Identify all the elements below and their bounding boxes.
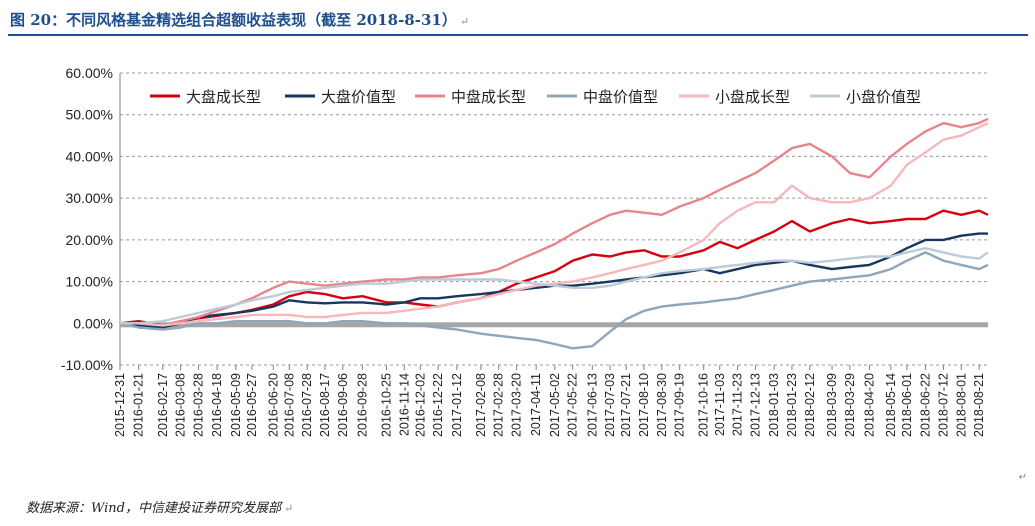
figure-title: 图 20：不同风格基金精选组合超额收益表现（截至 2018-8-31） ↵ xyxy=(10,9,469,30)
x-tick-label: 2016-05-09 xyxy=(229,373,243,437)
x-tick-label: 2017-07-21 xyxy=(619,373,633,437)
x-tick-label: 2017-02-28 xyxy=(492,373,506,437)
source-note: 数据来源：Wind，中信建投证券研究发展部 ↵ xyxy=(26,497,293,516)
x-tick-label: 2016-07-08 xyxy=(282,373,296,437)
x-tick-label: 2018-08-01 xyxy=(954,373,968,437)
x-tick-label: 2016-09-06 xyxy=(336,373,350,437)
x-tick-label: 2018-01-03 xyxy=(767,373,781,437)
legend-label: 大盘成长型 xyxy=(186,88,261,106)
y-tick-label: 30.00% xyxy=(66,190,113,206)
series-lines xyxy=(119,117,989,350)
y-tick-label: 0.00% xyxy=(73,315,113,331)
x-tick-label: 2017-11-03 xyxy=(713,373,727,436)
legend: 大盘成长型 大盘价值型 中盘成长型 中盘价值型 小盘成长型 小盘价值型 xyxy=(150,88,921,106)
x-tick-label: 2017-05-22 xyxy=(566,373,580,437)
x-tick-label: 2017-06-13 xyxy=(585,373,599,437)
x-tick-label: 2016-10-25 xyxy=(379,373,393,437)
x-tick-label: 2016-02-17 xyxy=(156,373,170,437)
x-tick-label: 2017-03-20 xyxy=(510,373,524,437)
x-tick-label: 2018-06-22 xyxy=(919,373,933,437)
x-tick-label: 2016-01-21 xyxy=(132,373,146,437)
x-tick-label: 2016-08-17 xyxy=(318,373,332,437)
x-tick-label: 2017-08-10 xyxy=(637,373,651,437)
x-tick-label: 2018-08-21 xyxy=(972,373,986,437)
source-paragraph-mark: ↵ xyxy=(284,502,294,515)
legend-label: 大盘价值型 xyxy=(321,88,396,106)
title-bar: 图 20：不同风格基金精选组合超额收益表现（截至 2018-8-31） ↵ xyxy=(8,4,1028,36)
x-tick-labels: 2015-12-31 2016-01-21 2016-02-17 2016-03-08… xyxy=(113,373,986,437)
x-tick-label: 2016-03-08 xyxy=(174,373,188,437)
x-tick-label: 2015-12-31 xyxy=(113,373,127,437)
series-line xyxy=(119,209,989,327)
x-tick-label: 2017-12-13 xyxy=(748,373,762,437)
figure-title-text: 图 20：不同风格基金精选组合超额收益表现（截至 2018-8-31） xyxy=(10,11,457,29)
y-tick-label: 10.00% xyxy=(66,274,113,290)
title-paragraph-mark: ↵ xyxy=(459,15,470,28)
y-tick-label: -10.00% xyxy=(61,357,113,373)
x-tick-label: 2017-08-30 xyxy=(655,373,669,437)
legend-label: 中盘成长型 xyxy=(451,88,526,106)
x-tick-label: 2017-02-08 xyxy=(474,373,488,437)
zero-axis-band xyxy=(120,322,988,328)
x-tick-label: 2017-10-16 xyxy=(697,373,711,437)
y-tick-label: 50.00% xyxy=(66,107,113,123)
x-tick-label: 2018-06-01 xyxy=(900,373,914,437)
x-tick-label: 2017-01-12 xyxy=(450,373,464,437)
x-tick-label: 2016-12-22 xyxy=(431,373,445,437)
x-tick-label: 2017-11-23 xyxy=(731,373,745,436)
right-paragraph-mark: ↵ xyxy=(1018,472,1027,483)
x-tick-label: 2016-09-28 xyxy=(355,373,369,437)
x-tick-label: 2018-02-12 xyxy=(803,373,817,437)
legend-label: 中盘价值型 xyxy=(583,88,658,106)
x-tick-label: 2016-05-27 xyxy=(245,373,259,437)
axes xyxy=(119,73,988,370)
x-tick-label: 2018-07-12 xyxy=(936,373,950,437)
x-tick-label: 2018-04-20 xyxy=(862,373,876,437)
series-line xyxy=(119,251,989,350)
series-line xyxy=(120,247,989,325)
x-tick-label: 2017-05-02 xyxy=(548,373,562,437)
x-tick-label: 2016-11-14 xyxy=(397,373,411,436)
series-line xyxy=(120,117,989,327)
x-tick-label: 2017-04-11 xyxy=(529,373,543,436)
x-tick-label: 2016-03-28 xyxy=(191,373,205,437)
y-tick-label: 60.00% xyxy=(66,65,113,81)
x-tick-label: 2018-03-09 xyxy=(825,373,839,437)
line-chart: 大盘成长型 大盘价值型 中盘成长型 中盘价值型 小盘成长型 小盘价值型 -10.00% 0.… xyxy=(61,65,989,437)
x-tick-label: 2018-03-29 xyxy=(843,373,857,437)
x-tick-label: 2017-09-19 xyxy=(673,373,687,437)
y-tick-label: 40.00% xyxy=(66,148,113,164)
x-tick-label: 2018-01-23 xyxy=(785,373,799,437)
legend-label: 小盘价值型 xyxy=(846,88,921,106)
y-tick-label: 20.00% xyxy=(66,232,113,248)
series-line xyxy=(120,122,989,327)
series-line xyxy=(119,232,988,329)
legend-label: 小盘成长型 xyxy=(715,88,790,106)
x-tick-label: 2016-04-18 xyxy=(210,373,224,437)
x-tick-label: 2016-06-20 xyxy=(266,373,280,437)
x-tick-label: 2016-07-28 xyxy=(300,373,314,437)
x-tick-label: 2017-07-03 xyxy=(603,373,617,437)
grid-lines xyxy=(120,72,988,366)
x-tick-label: 2016-12-02 xyxy=(413,373,427,437)
x-tick-label: 2018-05-14 xyxy=(884,373,898,437)
source-text: 数据来源：Wind，中信建投证券研究发展部 xyxy=(26,501,281,516)
y-tick-labels: -10.00% 0.00% 10.00% 20.00% 30.00% 40.00% 50.0… xyxy=(61,65,113,373)
